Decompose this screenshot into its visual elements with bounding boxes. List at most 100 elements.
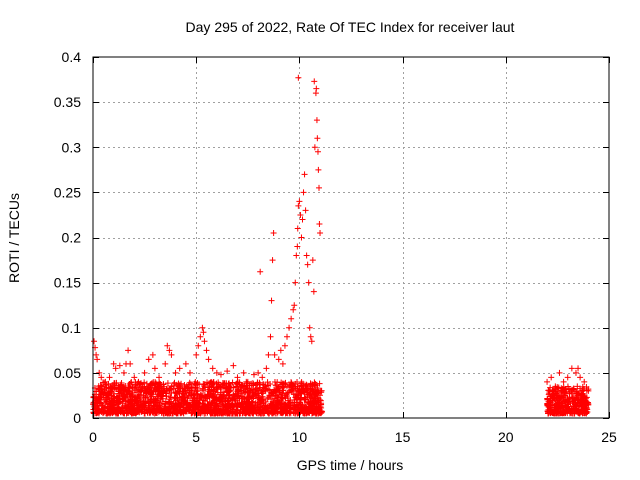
data-point-dense xyxy=(575,399,582,406)
data-point xyxy=(299,216,306,223)
data-point xyxy=(263,365,270,372)
data-point-dense xyxy=(212,402,219,409)
data-point xyxy=(145,356,152,363)
plot-frame xyxy=(92,56,610,419)
x-tick-label: 0 xyxy=(89,429,97,445)
data-point-dense xyxy=(253,385,260,392)
data-point-dense xyxy=(134,398,141,405)
data-point-dense xyxy=(174,395,181,402)
data-point xyxy=(156,374,163,381)
data-point xyxy=(182,360,189,367)
data-point-dense xyxy=(155,409,162,416)
data-point-dense xyxy=(560,398,567,405)
data-point-dense xyxy=(139,406,146,413)
data-point-dense xyxy=(218,410,225,417)
data-point-dense xyxy=(98,386,105,393)
data-point-dense xyxy=(178,380,185,387)
x-tick-label: 5 xyxy=(192,429,200,445)
data-point-dense xyxy=(120,391,127,398)
data-point-dense xyxy=(190,399,197,406)
data-point-dense xyxy=(574,383,581,390)
data-point-dense xyxy=(561,389,568,396)
data-point-dense xyxy=(167,408,174,415)
data-point-dense xyxy=(125,383,132,390)
data-point-dense xyxy=(241,398,248,405)
data-point-dense xyxy=(583,394,590,401)
data-point-dense xyxy=(215,405,222,412)
data-point xyxy=(259,374,266,381)
data-point-dense xyxy=(104,409,111,416)
data-point-dense xyxy=(100,394,107,401)
data-point-dense xyxy=(159,392,166,399)
data-point xyxy=(125,347,132,354)
data-point xyxy=(307,333,314,340)
data-point-dense xyxy=(171,382,178,389)
x-tick-label: 25 xyxy=(601,429,617,445)
data-point-dense xyxy=(297,389,304,396)
data-point-dense xyxy=(111,380,118,387)
data-point-dense xyxy=(254,380,261,387)
data-point xyxy=(313,85,320,92)
data-point xyxy=(302,207,309,214)
data-point xyxy=(318,401,325,408)
data-point-dense xyxy=(560,410,567,417)
data-point xyxy=(195,342,202,349)
data-point-dense xyxy=(284,389,291,396)
data-point-dense xyxy=(192,381,199,388)
data-point-dense xyxy=(208,380,215,387)
data-point-dense xyxy=(315,389,322,396)
data-point-dense xyxy=(261,404,268,411)
data-point-dense xyxy=(555,384,562,391)
data-point xyxy=(310,288,317,295)
data-point-dense xyxy=(153,386,160,393)
ticks-layer: 0 5 10 15 20 25 0 0.05 0.1 0.15 0.2 0.25 0.3 0.35 0.4 xyxy=(54,49,617,445)
data-point-dense xyxy=(317,408,324,415)
data-point-dense xyxy=(207,409,214,416)
y-tick-label: 0.1 xyxy=(62,320,82,336)
data-point-dense xyxy=(544,395,551,402)
data-point-dense xyxy=(313,382,320,389)
data-point-dense xyxy=(107,402,114,409)
data-point xyxy=(575,365,582,372)
data-point-dense xyxy=(250,386,257,393)
data-point xyxy=(548,374,555,381)
data-point-dense xyxy=(181,394,188,401)
data-point-dense xyxy=(298,380,305,387)
data-point-dense xyxy=(318,387,325,394)
data-point-dense xyxy=(168,394,175,401)
data-point xyxy=(290,306,297,313)
data-point-dense xyxy=(138,387,145,394)
data-point-dense xyxy=(152,382,159,389)
data-point-dense xyxy=(206,393,213,400)
data-point xyxy=(213,369,220,376)
data-point xyxy=(317,229,324,236)
data-point-dense xyxy=(570,405,577,412)
data-point-dense xyxy=(580,397,587,404)
data-point xyxy=(149,351,156,358)
data-point-dense xyxy=(276,384,283,391)
data-point-dense xyxy=(267,400,274,407)
data-point-dense xyxy=(225,410,232,417)
data-point-dense xyxy=(311,405,318,412)
data-point-dense xyxy=(260,400,267,407)
data-point-dense xyxy=(301,394,308,401)
data-point-dense xyxy=(186,379,193,386)
data-point-dense xyxy=(197,392,204,399)
data-point xyxy=(552,383,559,390)
data-point xyxy=(572,369,579,376)
data-point-dense xyxy=(103,410,110,417)
data-point-dense xyxy=(259,381,266,388)
data-point-dense xyxy=(234,388,241,395)
data-point xyxy=(217,371,224,378)
data-point xyxy=(240,369,247,376)
data-point-dense xyxy=(107,385,114,392)
x-tick-label: 10 xyxy=(292,429,308,445)
data-point xyxy=(585,387,592,394)
data-point xyxy=(292,279,299,286)
data-point-dense xyxy=(229,379,236,386)
data-point xyxy=(224,368,231,375)
data-point-dense xyxy=(570,386,577,393)
data-point xyxy=(581,378,588,385)
data-point-dense xyxy=(226,387,233,394)
data-point xyxy=(271,351,278,358)
